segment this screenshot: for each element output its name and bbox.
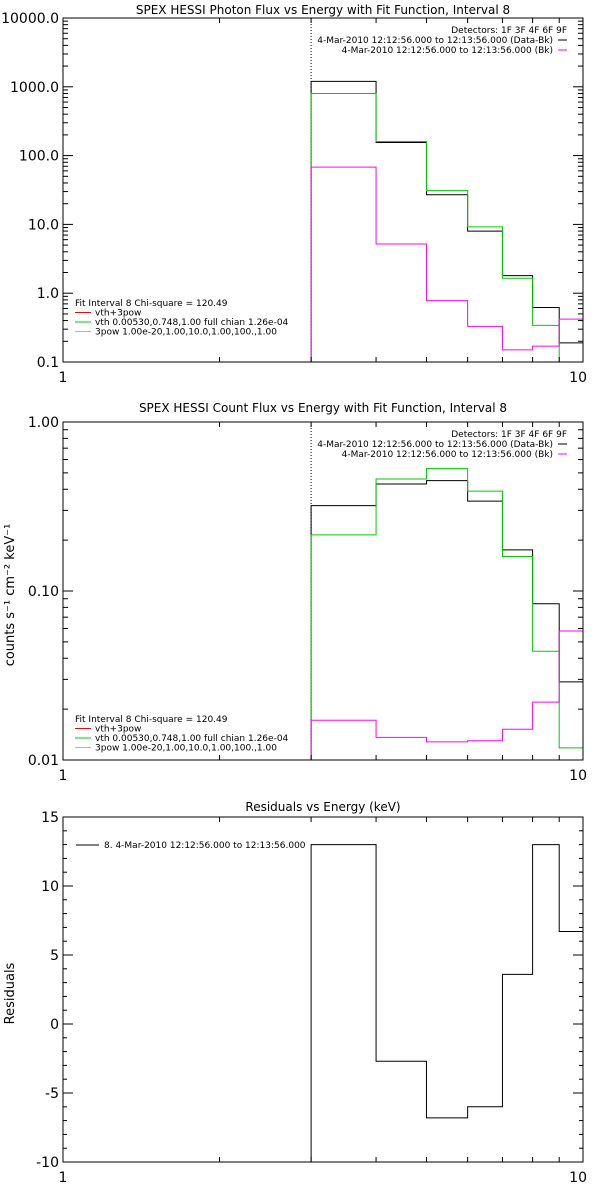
- series-line-3: [310, 166, 583, 362]
- series-line-1: [310, 480, 583, 760]
- y-tick-label: 0.10: [28, 584, 59, 600]
- x-tick-label: 10: [569, 768, 587, 784]
- y-axis-label: counts s⁻¹ cm⁻² keV⁻¹: [3, 524, 18, 667]
- chart-panel-3: Residuals vs Energy (keV) 1 10 -10 -5 0 5 10 15 R…: [3, 800, 587, 1186]
- legend-fit-label: vth+3pow: [95, 725, 141, 735]
- y-tick-label: 10: [41, 879, 59, 895]
- legend-fit-header: Fit Interval 8 Chi-square = 120.49: [75, 715, 228, 725]
- y-tick-label: 100.0: [19, 149, 59, 165]
- legend-detectors: Detectors: 1F 3F 4F 6F 9F: [451, 26, 567, 36]
- legend-fit-label: 3pow 1.00e-20,1.00,10.0,1.00,100.,1.00: [95, 744, 277, 754]
- chart-panel-2: SPEX HESSI Count Flux vs Energy with Fit…: [3, 401, 587, 784]
- x-tick-label: 1: [59, 370, 68, 386]
- x-tick-label: 10: [569, 370, 587, 386]
- plot-frame: [62, 17, 584, 363]
- legend-fit-label: vth 0.00530,0.748,1.00 full chian 1.26e-…: [95, 318, 289, 328]
- legend-entry-label: 4-Mar-2010 12:12:56.000 to 12:13:56.000 …: [342, 450, 553, 460]
- y-tick-label: 10.0: [28, 217, 59, 233]
- data-series-group: [310, 80, 583, 362]
- y-tick-label: 1.00: [28, 415, 59, 431]
- legend-fit-label: vth 0.00530,0.748,1.00 full chian 1.26e-…: [95, 734, 289, 744]
- y-tick-label: -10: [36, 1155, 59, 1171]
- x-tick-label: 1: [59, 768, 68, 784]
- legend-fit-header: Fit Interval 8 Chi-square = 120.49: [75, 299, 228, 309]
- chart-title: SPEX HESSI Count Flux vs Energy with Fit…: [139, 401, 507, 415]
- y-tick-label: 1000.0: [10, 80, 59, 96]
- y-tick-label: 10000.0: [1, 11, 59, 27]
- x-tick-label: 10: [569, 1170, 587, 1186]
- series-line-2: [310, 92, 560, 362]
- legend-fit-label: vth+3pow: [95, 309, 141, 319]
- y-tick-label: 0: [50, 1017, 59, 1033]
- plot-frame: [62, 816, 584, 1163]
- y-tick-label: -5: [45, 1086, 59, 1102]
- y-axis-label: Residuals: [3, 962, 18, 1024]
- y-tick-label: 0.01: [28, 753, 59, 769]
- chart-title: SPEX HESSI Photon Flux vs Energy with Fi…: [136, 3, 510, 17]
- y-tick-label: 1.0: [37, 286, 59, 302]
- data-series-group: [310, 844, 583, 1162]
- legend-entry-label: 4-Mar-2010 12:12:56.000 to 12:13:56.000 …: [342, 46, 553, 56]
- y-tick-label: 0.1: [37, 355, 59, 371]
- series-line-2: [310, 468, 583, 760]
- legend-detectors: Detectors: 1F 3F 4F 6F 9F: [451, 430, 567, 440]
- y-tick-label: 15: [41, 810, 59, 826]
- data-series-group: [310, 468, 583, 760]
- y-tick-label: 5: [50, 948, 59, 964]
- chart-title: Residuals vs Energy (keV): [245, 800, 400, 814]
- chart-panel-1: SPEX HESSI Photon Flux vs Energy with Fi…: [1, 3, 587, 386]
- plot-frame: [62, 421, 584, 761]
- x-tick-label: 1: [59, 1170, 68, 1186]
- series-line-3: [310, 630, 583, 760]
- series-line-1: [310, 844, 583, 1162]
- legend-entry-label: 4-Mar-2010 12:12:56.000 to 12:13:56.000 …: [317, 36, 553, 46]
- series-line-1: [310, 80, 583, 362]
- legend-fit-label: 3pow 1.00e-20,1.00,10.0,1.00,100.,1.00: [95, 328, 277, 338]
- legend-label: 8. 4-Mar-2010 12:12:56.000 to 12:13:56.0…: [104, 841, 306, 851]
- legend-entry-label: 4-Mar-2010 12:12:56.000 to 12:13:56.000 …: [317, 440, 553, 450]
